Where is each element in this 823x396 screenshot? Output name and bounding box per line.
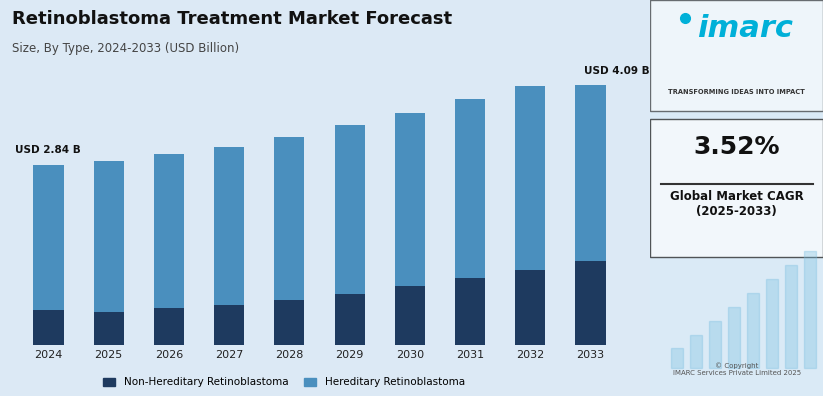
- Bar: [274, 137, 305, 300]
- Text: Retinoblastoma Treatment Market Forecast: Retinoblastoma Treatment Market Forecast: [12, 10, 453, 28]
- Bar: [709, 321, 721, 368]
- Bar: [671, 348, 683, 368]
- Text: Global Market CAGR
(2025-2033): Global Market CAGR (2025-2033): [670, 190, 803, 218]
- Legend: Non-Hereditary Retinoblastoma, Hereditary Retinoblastoma: Non-Hereditary Retinoblastoma, Hereditar…: [99, 373, 469, 392]
- Text: © Copyright
IMARC Services Private Limited 2025: © Copyright IMARC Services Private Limit…: [672, 362, 801, 376]
- Text: Size, By Type, 2024-2033 (USD Billion): Size, By Type, 2024-2033 (USD Billion): [12, 42, 239, 55]
- Bar: [274, 300, 305, 345]
- Bar: [94, 312, 123, 345]
- Bar: [94, 162, 123, 312]
- Text: imarc: imarc: [697, 14, 793, 43]
- Bar: [455, 99, 485, 278]
- Bar: [395, 286, 425, 345]
- Bar: [334, 125, 365, 294]
- Bar: [154, 154, 184, 308]
- Bar: [395, 113, 425, 286]
- Bar: [728, 307, 740, 368]
- Bar: [34, 310, 63, 345]
- Bar: [515, 270, 546, 345]
- Bar: [34, 165, 63, 310]
- Bar: [334, 294, 365, 345]
- FancyBboxPatch shape: [650, 119, 823, 257]
- Text: TRANSFORMING IDEAS INTO IMPACT: TRANSFORMING IDEAS INTO IMPACT: [668, 89, 805, 95]
- Bar: [747, 293, 759, 368]
- Text: USD 4.09 B: USD 4.09 B: [584, 66, 650, 76]
- Bar: [515, 86, 546, 270]
- Bar: [214, 305, 244, 345]
- Bar: [766, 279, 778, 368]
- Bar: [575, 86, 606, 261]
- Bar: [804, 251, 816, 368]
- FancyBboxPatch shape: [650, 0, 823, 111]
- Text: 3.52%: 3.52%: [693, 135, 780, 159]
- Text: USD 2.84 B: USD 2.84 B: [16, 145, 81, 155]
- Bar: [154, 308, 184, 345]
- Bar: [575, 261, 606, 345]
- Bar: [214, 147, 244, 305]
- Bar: [455, 278, 485, 345]
- Bar: [690, 335, 702, 368]
- Bar: [785, 265, 797, 368]
